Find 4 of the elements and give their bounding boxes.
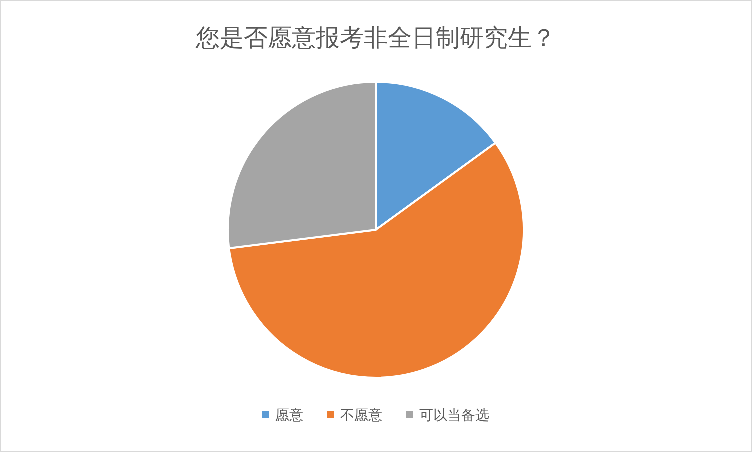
legend-label: 愿意: [276, 408, 304, 424]
legend-label: 不愿意: [340, 408, 382, 424]
chart-title: 您是否愿意报考非全日制研究生？: [195, 24, 556, 52]
legend-label: 可以当备选: [420, 408, 490, 424]
